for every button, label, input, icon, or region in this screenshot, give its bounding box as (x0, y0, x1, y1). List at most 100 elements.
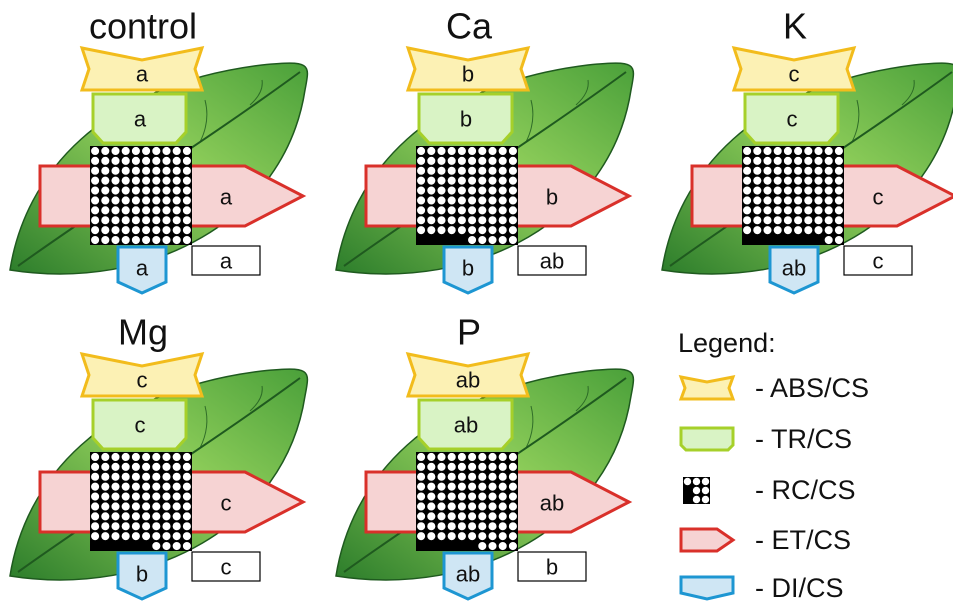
rc-open-center (457, 175, 467, 186)
rc-open-center (813, 185, 824, 196)
rc-open-center (141, 195, 151, 206)
rc-open-center (457, 491, 467, 502)
rc-open-center (824, 156, 834, 166)
rc-open-center (803, 146, 813, 156)
leaf-vein (901, 79, 915, 106)
rc-open-center (834, 205, 844, 215)
rc-open-center (110, 175, 121, 186)
rc-open-center (426, 156, 436, 166)
rc-open-center (457, 481, 467, 492)
rc-open-center (426, 491, 436, 502)
rc-open-center (131, 531, 141, 541)
rc-open-center (508, 215, 518, 225)
rc-open-center (824, 166, 834, 176)
rc-open-center (436, 511, 447, 521)
rc-open-center (824, 235, 834, 245)
rc-closed-center (457, 541, 467, 551)
rc-open-center (457, 225, 467, 235)
rc-grid (416, 146, 518, 245)
rc-open-center (100, 511, 110, 521)
rc-open-center (416, 531, 426, 541)
rc-open-center (447, 511, 457, 521)
et-label: b (546, 185, 558, 210)
rc-closed-center (773, 235, 783, 245)
rc-open-center (477, 472, 487, 482)
rc-open-center (100, 481, 110, 492)
rc-open-center (457, 501, 467, 512)
rc-open-center (834, 146, 844, 156)
rc-open-center (426, 166, 436, 176)
rc-open-center (141, 185, 151, 196)
rc-open-center (90, 501, 100, 512)
rc-open-center (457, 511, 467, 521)
rc-open-center (436, 175, 447, 186)
rc-open-center (100, 166, 110, 176)
rc-grid (742, 146, 844, 245)
rc-open-center (172, 185, 182, 196)
et-label: a (220, 185, 233, 210)
rc-open-center (100, 452, 110, 462)
rc-open-center (416, 146, 426, 156)
rc-open-center (416, 166, 426, 176)
rc-open-center (467, 491, 477, 502)
rc-label-box (191, 245, 261, 276)
rc-open-center (457, 146, 467, 156)
rc-open-center (100, 225, 110, 235)
rc-open-center (131, 166, 141, 176)
rc-open-center (487, 541, 498, 551)
rc-open-center (477, 235, 487, 245)
rc-open-center (161, 452, 172, 462)
rc-closed-center (141, 541, 151, 551)
rc-open-center (477, 452, 487, 462)
rc-open-center (447, 146, 457, 156)
rc-open-center (90, 205, 100, 215)
rc-open-center (182, 481, 192, 492)
rc-open-center (90, 185, 100, 196)
rc-open-center (436, 156, 447, 166)
rc-open-center (90, 215, 100, 225)
rc-open-center (100, 462, 110, 472)
rc-open-center (121, 185, 131, 196)
legend: Legend: - ABS/CS - TR/CS - RC/CS - ET/CS - D… (678, 328, 869, 602)
rc-open-center (110, 235, 121, 245)
rc-open-center (447, 452, 457, 462)
rc-open-center (141, 215, 151, 225)
rc-open-center (90, 166, 100, 176)
rc-open-center (508, 166, 518, 176)
rc-open-center (110, 166, 121, 176)
rc-open-center (100, 205, 110, 215)
rc-open-center (487, 491, 498, 502)
rc-open-center (498, 185, 508, 196)
rc-open-center (793, 225, 803, 235)
rc-open-center (426, 146, 436, 156)
rc-closed-center (436, 541, 447, 551)
rc-open-center (416, 521, 426, 531)
rc-open-center (457, 156, 467, 166)
rc-open-center (416, 175, 426, 186)
rc-open-center (773, 195, 783, 206)
rc-open-center (752, 166, 762, 176)
tr-label: c (787, 107, 798, 132)
rc-swatch-dot (683, 486, 692, 495)
rc-open-center (110, 531, 121, 541)
rc-open-center (803, 225, 813, 235)
rc-open-center (426, 205, 436, 215)
rc-open-center (90, 472, 100, 482)
rc-open-center (121, 235, 131, 245)
panel-title: Mg (118, 312, 168, 353)
rc-open-center (447, 472, 457, 482)
rc-open-center (161, 462, 172, 472)
rc-open-center (172, 235, 182, 245)
legend-item-di: - DI/CS (679, 573, 844, 602)
rc-open-center (182, 511, 192, 521)
rc-open-center (477, 215, 487, 225)
rc-open-center (447, 195, 457, 206)
rc-open-center (90, 511, 100, 521)
rc-open-center (426, 225, 436, 235)
rc-open-center (436, 531, 447, 541)
rc-open-center (447, 225, 457, 235)
rc-open-center (416, 501, 426, 512)
rc-open-center (498, 195, 508, 206)
rc-open-center (131, 175, 141, 186)
rc-open-center (773, 166, 783, 176)
